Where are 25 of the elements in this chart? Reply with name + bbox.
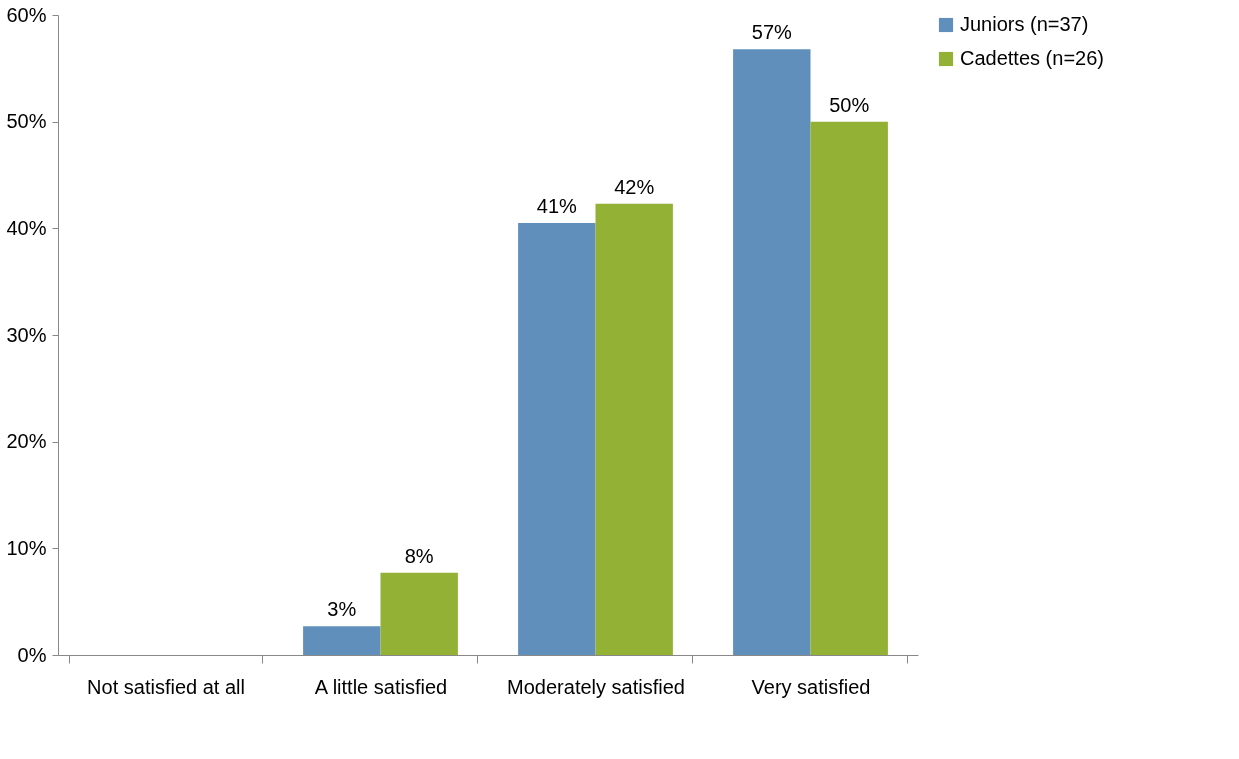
bar — [733, 49, 811, 655]
legend-label: Juniors (n=37) — [960, 13, 1089, 35]
y-tick-label: 0% — [17, 643, 47, 666]
y-tick-label: 40% — [6, 216, 47, 239]
bar — [380, 572, 458, 655]
data-label: 50% — [829, 93, 870, 116]
x-tick-label: A little satisfied — [314, 675, 448, 698]
y-tick-label: 60% — [6, 3, 47, 26]
y-tick-label: 30% — [6, 323, 47, 346]
y-tick-label: 10% — [6, 536, 47, 559]
data-label: 57% — [751, 21, 793, 44]
data-label: 3% — [327, 598, 357, 621]
legend-label: Cadettes (n=26) — [960, 47, 1104, 69]
y-tick-label: 50% — [6, 110, 47, 133]
y-tick-label: 20% — [6, 430, 47, 453]
data-label: 8% — [404, 544, 434, 567]
bar — [303, 626, 381, 655]
x-tick-label: Not satisfied at all — [87, 675, 245, 698]
x-tick-label: Moderately satisfied — [507, 675, 685, 698]
x-tick-label: Very satisfied — [751, 675, 871, 698]
data-label: 41% — [536, 195, 578, 217]
bar — [518, 223, 596, 655]
data-label: 42% — [614, 175, 655, 198]
bar — [810, 121, 888, 655]
bar — [595, 203, 673, 655]
